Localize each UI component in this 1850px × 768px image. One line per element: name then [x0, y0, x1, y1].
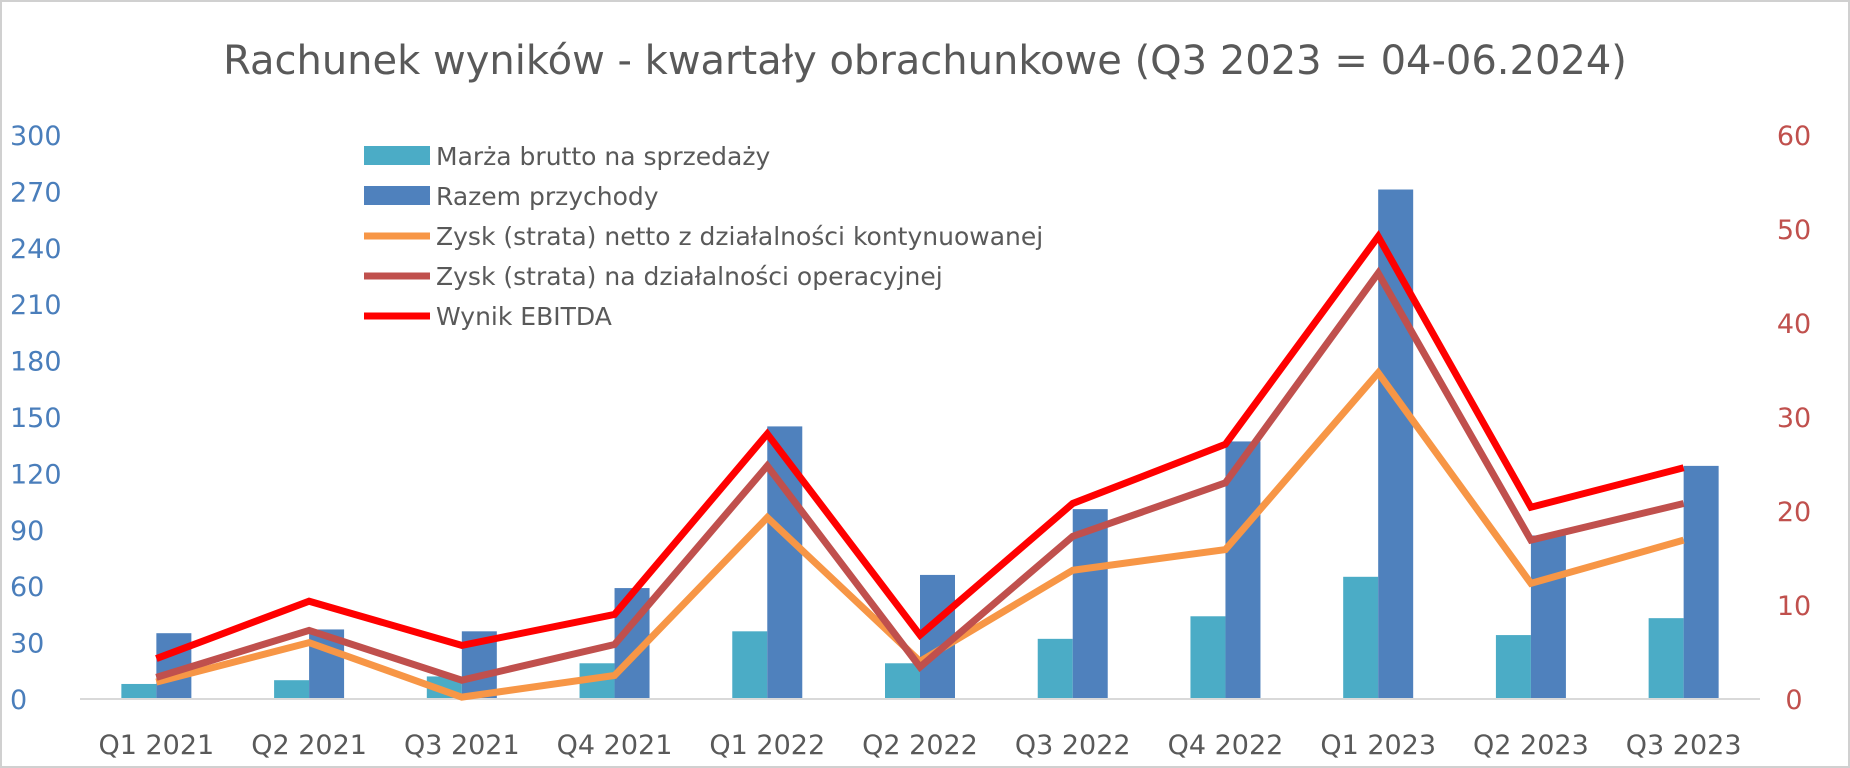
- x-axis-tick-label: Q1 2021: [98, 730, 214, 761]
- legend: Marża brutto na sprzedaży Razem przychody…: [364, 142, 1043, 331]
- bar: [121, 683, 157, 699]
- x-axis-tick-label: Q3 2023: [1626, 730, 1742, 761]
- bar: [1225, 441, 1261, 699]
- right-axis-tick-label: 40: [1777, 309, 1811, 340]
- right-axis-tick-label: 20: [1777, 497, 1811, 528]
- right-axis-tick-label: 50: [1777, 215, 1811, 246]
- left-axis: 0 30 60 90 120 150 180 210 240 270 300: [10, 121, 62, 716]
- legend-label: Razem przychody: [436, 182, 659, 211]
- left-axis-tick-label: 60: [10, 572, 44, 603]
- bar: [1190, 616, 1226, 699]
- bars: [121, 189, 1719, 699]
- x-axis-tick-label: Q3 2021: [404, 730, 520, 761]
- legend-label: Wynik EBITDA: [436, 302, 612, 331]
- bar: [1037, 638, 1073, 699]
- right-axis: 0 10 20 30 40 50 60: [1777, 121, 1811, 716]
- x-axis-tick-label: Q4 2022: [1168, 730, 1284, 761]
- x-axis-tick-label: Q3 2022: [1015, 730, 1131, 761]
- bar: [885, 663, 920, 699]
- right-axis-tick-label: 0: [1785, 685, 1802, 716]
- x-axis-tick-label: Q1 2023: [1320, 730, 1436, 761]
- legend-label: Marża brutto na sprzedaży: [436, 142, 770, 171]
- legend-swatch: [364, 186, 430, 205]
- x-axis: Q1 2021 Q2 2021 Q3 2021 Q4 2021 Q1 2022 Q2 20…: [98, 730, 1741, 761]
- x-axis-tick-label: Q2 2021: [251, 730, 367, 761]
- x-axis-tick-label: Q2 2023: [1473, 730, 1589, 761]
- bar: [1495, 635, 1531, 699]
- series-line: [155, 266, 1685, 684]
- bar: [1530, 535, 1566, 699]
- lines: [155, 230, 1685, 701]
- left-axis-tick-label: 210: [10, 290, 62, 321]
- legend-label: Zysk (strata) na działalności operacyjne…: [436, 262, 943, 291]
- left-axis-tick-label: 180: [10, 347, 62, 378]
- left-axis-tick-label: 240: [10, 234, 62, 265]
- chart-title: Rachunek wyników - kwartały obrachunkowe…: [223, 38, 1627, 84]
- bar: [1683, 465, 1719, 699]
- left-axis-tick-label: 90: [10, 516, 44, 547]
- left-axis-tick-label: 300: [10, 121, 62, 152]
- right-axis-tick-label: 30: [1777, 403, 1811, 434]
- left-axis-tick-label: 150: [10, 403, 62, 434]
- left-axis-tick-label: 0: [10, 685, 27, 716]
- bar: [920, 574, 955, 699]
- legend-label: Zysk (strata) netto z działalności konty…: [436, 222, 1043, 251]
- x-axis-tick-label: Q1 2022: [709, 730, 825, 761]
- bar: [1648, 618, 1684, 699]
- bar: [1072, 509, 1108, 699]
- legend-swatch: [364, 146, 430, 165]
- left-axis-tick-label: 120: [10, 459, 62, 490]
- left-axis-tick-label: 270: [10, 177, 62, 208]
- left-axis-tick-label: 30: [10, 629, 44, 660]
- x-axis-tick-label: Q2 2022: [862, 730, 978, 761]
- right-axis-tick-label: 10: [1777, 591, 1811, 622]
- x-axis-tick-label: Q4 2021: [557, 730, 673, 761]
- right-axis-tick-label: 60: [1777, 121, 1811, 152]
- bar: [732, 631, 768, 699]
- series-line: [155, 230, 1685, 662]
- bar: [274, 680, 310, 699]
- bar: [1343, 576, 1379, 699]
